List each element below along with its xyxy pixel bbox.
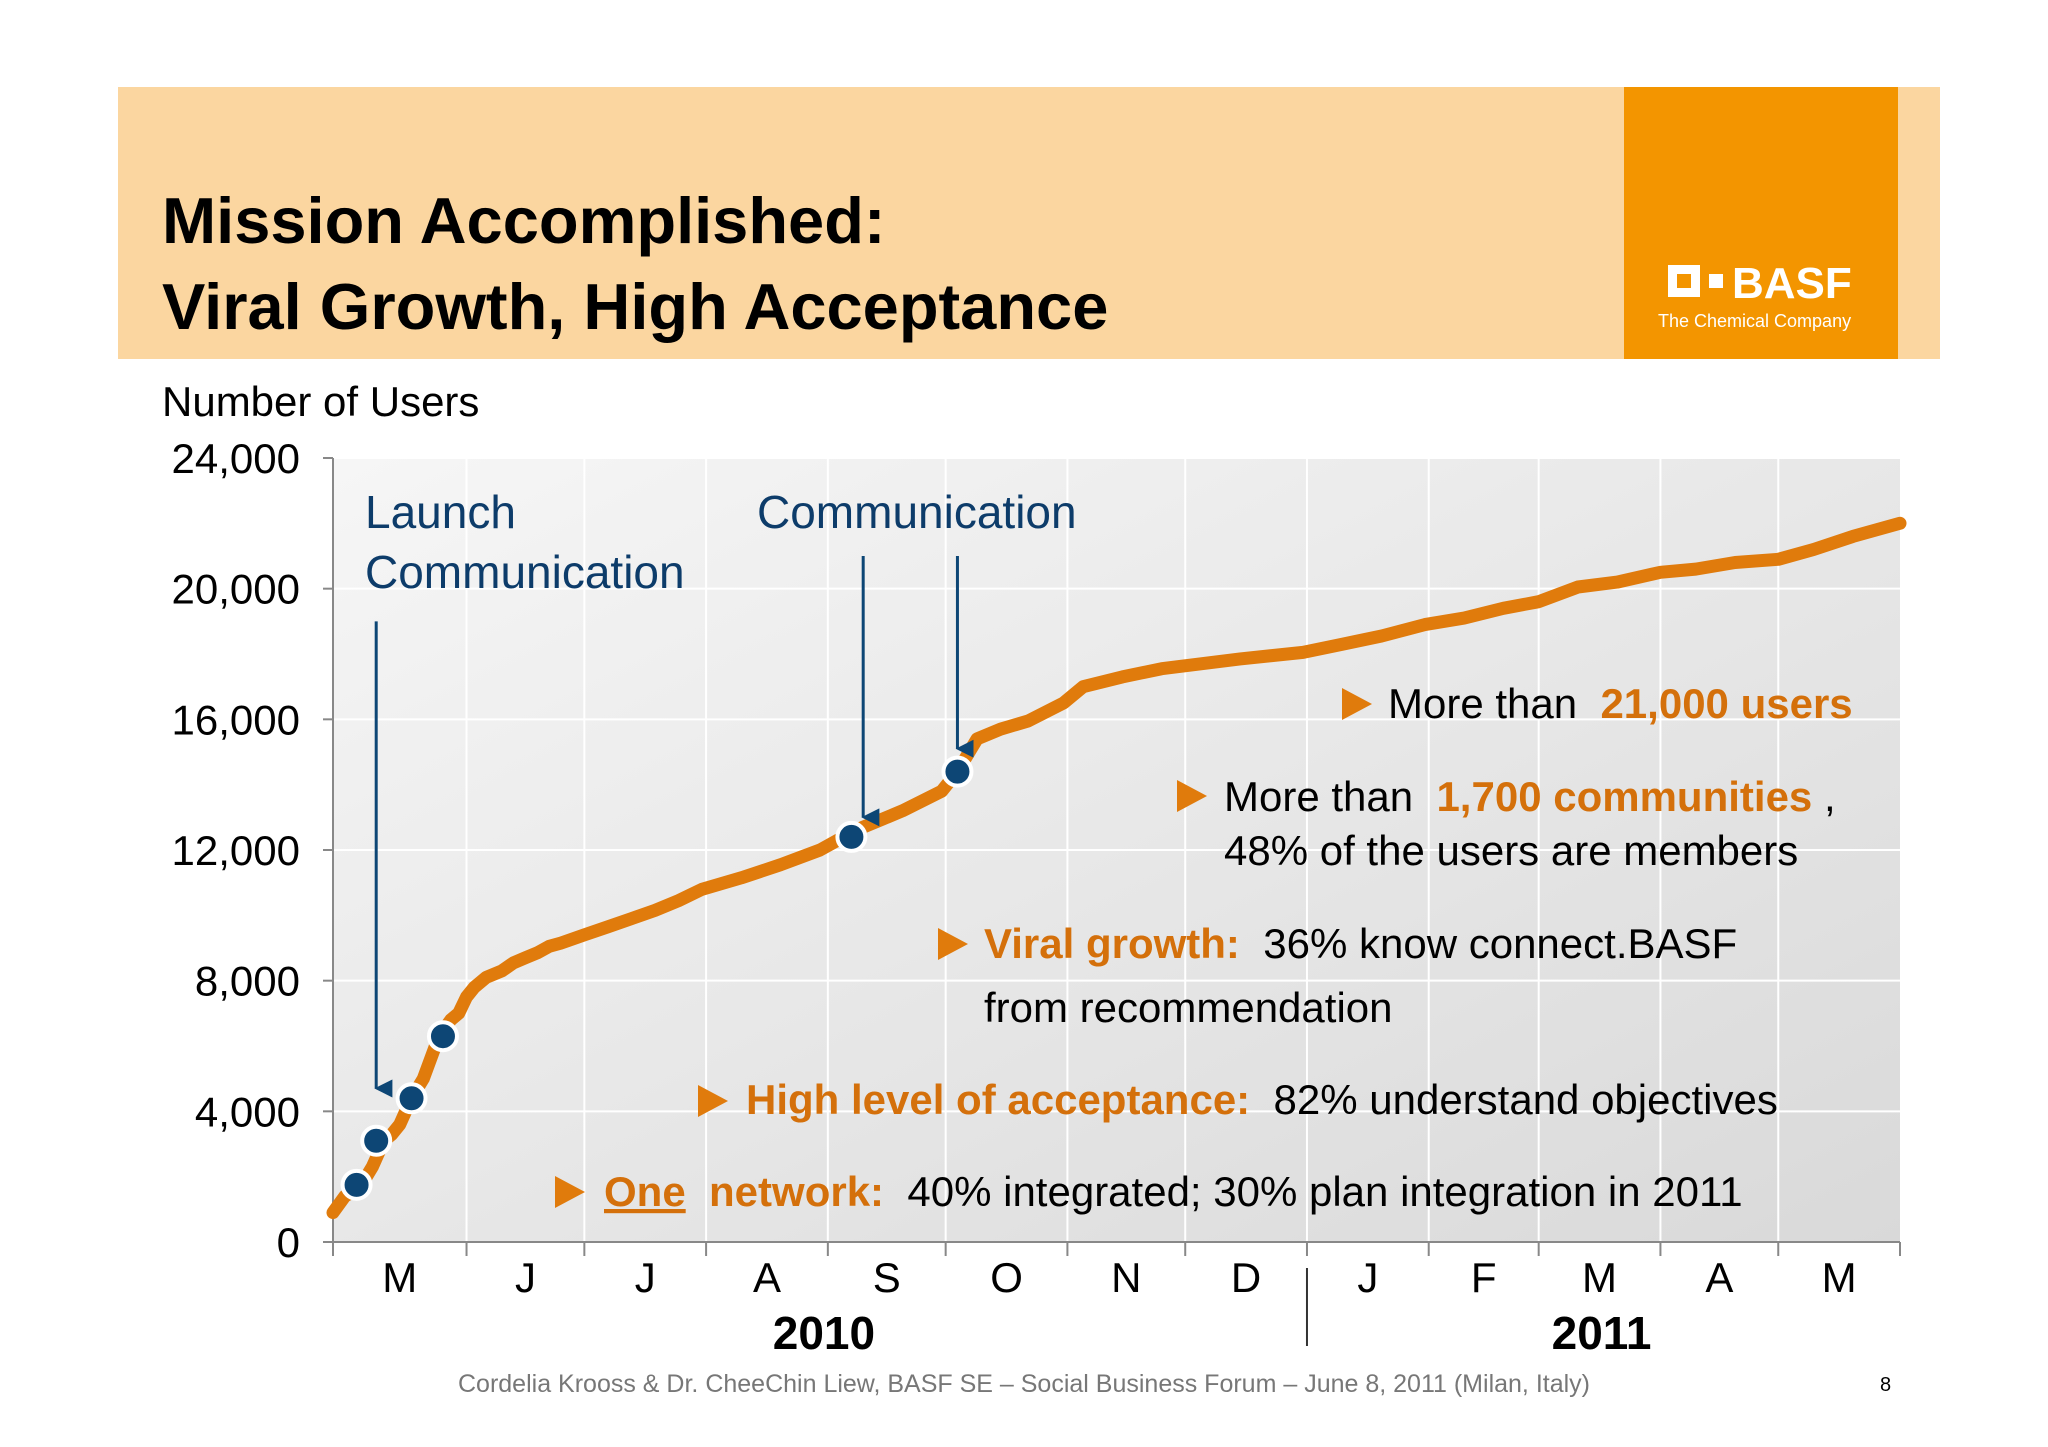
- bullet-users: More than 21,000 users: [1342, 680, 1853, 727]
- bullet-viral-line2: from recommendation: [984, 984, 1393, 1031]
- bullet-users-pre: More than: [1388, 680, 1589, 727]
- bullet-network-post: 40% integrated; 30% plan integration in …: [896, 1168, 1743, 1215]
- bullet-acceptance: High level of acceptance: 82% understand…: [698, 1076, 1778, 1123]
- event-marker: [835, 820, 868, 853]
- bullet-communities-text: More than 1,700 communities ,: [1224, 773, 1836, 820]
- y-tick-label: 20,000: [172, 566, 300, 613]
- bullet-acceptance-post: 82% understand objectives: [1262, 1076, 1778, 1123]
- bullet-arrow-icon: [555, 1176, 585, 1208]
- bullet-acceptance-text: High level of acceptance: 82% understand…: [746, 1076, 1778, 1123]
- gridlines: [333, 457, 1900, 1242]
- bullet-users-highlight: 21,000 users: [1600, 680, 1852, 727]
- bullet-arrow-icon: [1342, 688, 1372, 720]
- bullet-viral-text: Viral growth: 36% know connect.BASF: [984, 920, 1737, 967]
- event-marker: [426, 1020, 459, 1053]
- basf-logo-mark: BASF The Chemical Company: [1658, 259, 1852, 331]
- axes: [323, 457, 1901, 1256]
- x-tick-label: M: [1582, 1254, 1617, 1301]
- event-label-launch-line2: Communication: [365, 546, 685, 598]
- bullet-arrow-icon: [698, 1085, 728, 1117]
- y-tick-labels: 0 4,000 8,000 12,000 16,000 20,000 24,000: [172, 435, 300, 1266]
- bullet-acceptance-highlight: High level of acceptance:: [746, 1076, 1250, 1123]
- x-tick-label: J: [515, 1254, 536, 1301]
- x-tick-label: M: [382, 1254, 417, 1301]
- x-tick-label: S: [873, 1254, 901, 1301]
- event-markers: [340, 755, 974, 1201]
- year-label: 2010: [773, 1307, 875, 1359]
- bullet-network-underlined: One: [604, 1168, 686, 1215]
- basf-logo: BASF The Chemical Company: [1624, 87, 1898, 359]
- y-tick-label: 16,000: [172, 696, 300, 743]
- event-arrows: [374, 556, 974, 1098]
- logo-square-inner: [1677, 274, 1691, 288]
- event-label-communication: Communication: [757, 486, 1077, 538]
- y-tick-label: 12,000: [172, 827, 300, 874]
- x-tick-label: A: [1705, 1254, 1733, 1301]
- x-tick-label: J: [635, 1254, 656, 1301]
- bullet-network-text: One network: 40% integrated; 30% plan in…: [604, 1168, 1743, 1215]
- event-label-launch-line1: Launch: [365, 486, 516, 538]
- x-tick-label: F: [1471, 1254, 1497, 1301]
- bullet-communities-line2: 48% of the users are members: [1224, 827, 1798, 874]
- event-marker: [360, 1124, 393, 1157]
- bullet-arrow-icon: [1177, 780, 1207, 812]
- event-labels: Launch Communication Communication: [365, 486, 1077, 598]
- bullet-arrow-icon: [938, 928, 968, 960]
- event-label-launch: Launch Communication: [365, 486, 685, 598]
- bullet-communities-post: ,: [1824, 773, 1836, 820]
- y-axis-label: Number of Users: [162, 378, 479, 425]
- slide-footer: Cordelia Krooss & Dr. CheeChin Liew, BAS…: [458, 1370, 1590, 1398]
- bullet-communities: More than 1,700 communities , 48% of the…: [1177, 773, 1836, 874]
- bullet-communities-pre: More than: [1224, 773, 1425, 820]
- logo-subtitle: The Chemical Company: [1658, 311, 1851, 331]
- logo-text: BASF: [1732, 259, 1852, 308]
- x-tick-labels: M J J A S O N D J F M A M 2010 2011: [382, 1254, 1856, 1359]
- bullet-network-highlight: network:: [697, 1168, 884, 1215]
- y-tick-label: 4,000: [195, 1088, 300, 1135]
- slide-title-line2: Viral Growth, High Acceptance: [162, 270, 1109, 343]
- slide-title: Mission Accomplished: Viral Growth, High…: [162, 178, 1108, 350]
- x-tick-label: M: [1822, 1254, 1857, 1301]
- x-tick-label: O: [990, 1254, 1023, 1301]
- event-marker: [340, 1168, 373, 1201]
- logo-square-small: [1709, 274, 1723, 288]
- bullet-one-network: One network: 40% integrated; 30% plan in…: [555, 1168, 1743, 1215]
- y-tick-label: 8,000: [195, 958, 300, 1005]
- event-marker: [941, 755, 974, 788]
- bullet-viral-post: 36% know connect.BASF: [1252, 920, 1738, 967]
- slide-title-line1: Mission Accomplished:: [162, 184, 886, 257]
- x-tick-label: A: [753, 1254, 781, 1301]
- bullet-viral-highlight: Viral growth:: [984, 920, 1240, 967]
- page-number: 8: [1880, 1374, 1892, 1396]
- bullet-viral-growth: Viral growth: 36% know connect.BASF from…: [938, 920, 1737, 1031]
- x-tick-label: J: [1357, 1254, 1378, 1301]
- event-marker: [395, 1082, 428, 1115]
- y-tick-label: 24,000: [172, 435, 300, 482]
- bullet-list: More than 21,000 users More than 1,700 c…: [555, 680, 1853, 1215]
- y-tick-label: 0: [277, 1219, 300, 1266]
- bullet-communities-highlight: 1,700 communities: [1436, 773, 1812, 820]
- x-tick-label: D: [1231, 1254, 1261, 1301]
- x-tick-label: N: [1111, 1254, 1141, 1301]
- year-label: 2011: [1552, 1307, 1652, 1359]
- bullet-users-text: More than 21,000 users: [1388, 680, 1853, 727]
